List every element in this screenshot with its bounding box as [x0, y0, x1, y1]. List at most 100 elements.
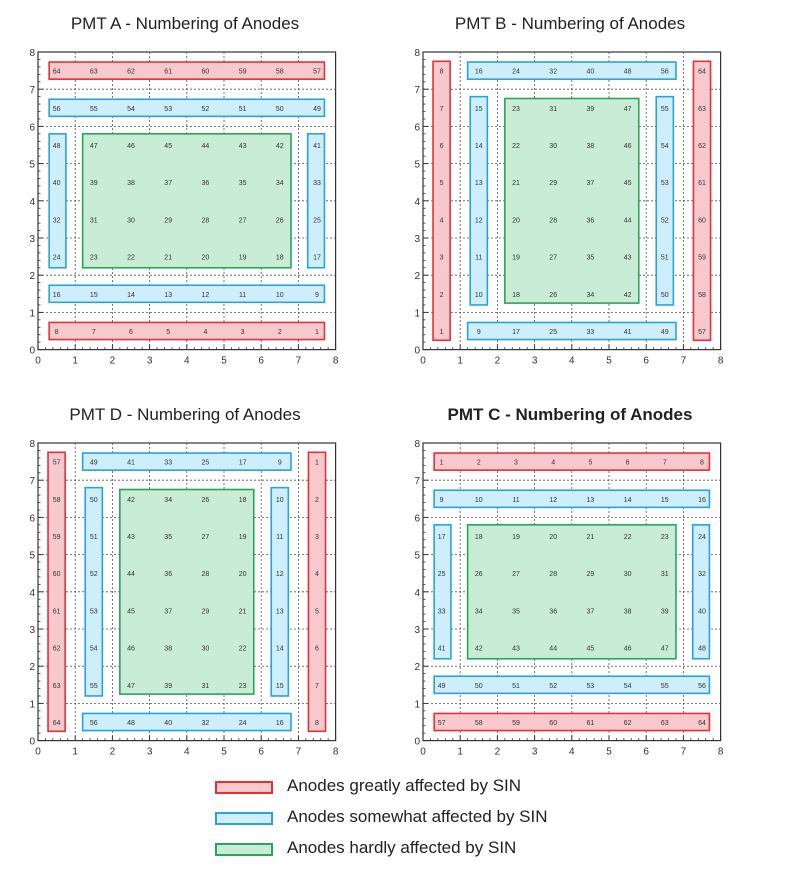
anode-label: 48 [698, 646, 706, 653]
anode-label: 21 [587, 534, 595, 541]
anode-label: 2 [477, 460, 481, 467]
y-tick-label: 2 [414, 271, 420, 282]
red-group-box [433, 712, 711, 732]
anode-label: 35 [164, 534, 172, 541]
anode-label: 6 [626, 460, 630, 467]
anode-label: 41 [624, 329, 632, 336]
green-group-box [504, 97, 640, 304]
anode-label: 9 [278, 460, 282, 467]
anode-label: 5 [315, 608, 319, 615]
anode-label: 51 [239, 106, 247, 113]
x-tick-label: 4 [569, 747, 575, 758]
x-tick-label: 1 [72, 747, 78, 758]
anode-label: 46 [624, 143, 632, 150]
blue-group-box [48, 98, 326, 118]
anode-label: 33 [313, 180, 321, 187]
anode-label: 27 [202, 534, 210, 541]
anode-label: 53 [90, 608, 98, 615]
y-tick-label: 8 [414, 439, 420, 450]
anode-label: 50 [276, 106, 284, 113]
anode-label: 25 [202, 460, 210, 467]
x-tick-label: 7 [296, 356, 302, 367]
anode-label: 48 [624, 69, 632, 76]
anode-label: 59 [512, 720, 520, 727]
anode-label: 36 [202, 180, 210, 187]
anode-label: 63 [53, 683, 61, 690]
anode-label: 27 [512, 571, 520, 578]
anode-label: 58 [475, 720, 483, 727]
anode-label: 39 [661, 608, 669, 615]
anode-label: 20 [202, 255, 210, 262]
anode-label: 42 [624, 292, 632, 299]
anode-label: 47 [661, 646, 669, 653]
anode-label: 44 [549, 646, 557, 653]
y-tick-label: 7 [414, 476, 420, 487]
anode-label: 2 [315, 497, 319, 504]
anode-label: 17 [239, 460, 247, 467]
anode-label: 63 [661, 720, 669, 727]
anode-label: 57 [313, 69, 321, 76]
anode-label: 20 [512, 217, 520, 224]
anode-label: 28 [202, 217, 210, 224]
y-tick-label: 6 [414, 122, 420, 133]
anode-label: 56 [698, 683, 706, 690]
anode-label: 60 [53, 571, 61, 578]
anode-label: 34 [276, 180, 284, 187]
blue-group-box [48, 284, 326, 304]
anode-label: 47 [127, 683, 135, 690]
anode-label: 22 [624, 534, 632, 541]
anode-label: 17 [512, 329, 520, 336]
x-tick-label: 0 [420, 356, 426, 367]
anode-label: 16 [475, 69, 483, 76]
anode-label: 61 [698, 180, 706, 187]
anode-label: 51 [90, 534, 98, 541]
y-tick-label: 3 [29, 234, 35, 245]
anode-label: 55 [90, 106, 98, 113]
anode-label: 11 [512, 497, 519, 504]
y-tick-label: 4 [414, 197, 420, 208]
blue-group-box [270, 486, 290, 697]
x-tick-label: 3 [532, 356, 538, 367]
anode-label: 7 [440, 106, 444, 113]
anode-label: 22 [512, 143, 520, 150]
anode-label: 12 [276, 571, 284, 578]
anode-label: 64 [698, 720, 706, 727]
anode-label: 38 [164, 646, 172, 653]
anode-label: 62 [53, 646, 61, 653]
anode-label: 54 [90, 646, 98, 653]
anode-label: 50 [661, 292, 669, 299]
anode-label: 62 [127, 69, 135, 76]
anode-label: 46 [624, 646, 632, 653]
anode-label: 61 [164, 69, 172, 76]
anode-label: 34 [475, 608, 483, 615]
anode-label: 63 [698, 106, 706, 113]
anode-label: 11 [475, 255, 482, 262]
anode-label: 49 [313, 106, 321, 113]
anode-label: 9 [315, 292, 319, 299]
anode-label: 1 [440, 460, 444, 467]
blue-group-box [433, 489, 711, 509]
anode-label: 10 [475, 497, 483, 504]
anode-label: 60 [698, 217, 706, 224]
anode-label: 3 [440, 255, 444, 262]
anode-label: 39 [90, 180, 98, 187]
anode-label: 24 [53, 255, 61, 262]
anode-label: 48 [53, 143, 61, 150]
anode-label: 3 [241, 329, 245, 336]
anode-label: 61 [587, 720, 595, 727]
anode-label: 35 [587, 255, 595, 262]
anode-label: 13 [475, 180, 483, 187]
anode-label: 44 [624, 217, 632, 224]
anode-label: 37 [164, 608, 172, 615]
anode-label: 36 [587, 217, 595, 224]
anode-label: 23 [239, 683, 247, 690]
anode-label: 19 [239, 534, 247, 541]
anode-label: 5 [166, 329, 170, 336]
y-tick-label: 5 [414, 551, 420, 562]
anode-label: 22 [239, 646, 247, 653]
anode-label: 12 [549, 497, 557, 504]
anode-label: 2 [440, 292, 444, 299]
anode-label: 24 [512, 69, 520, 76]
anode-label: 35 [512, 608, 520, 615]
